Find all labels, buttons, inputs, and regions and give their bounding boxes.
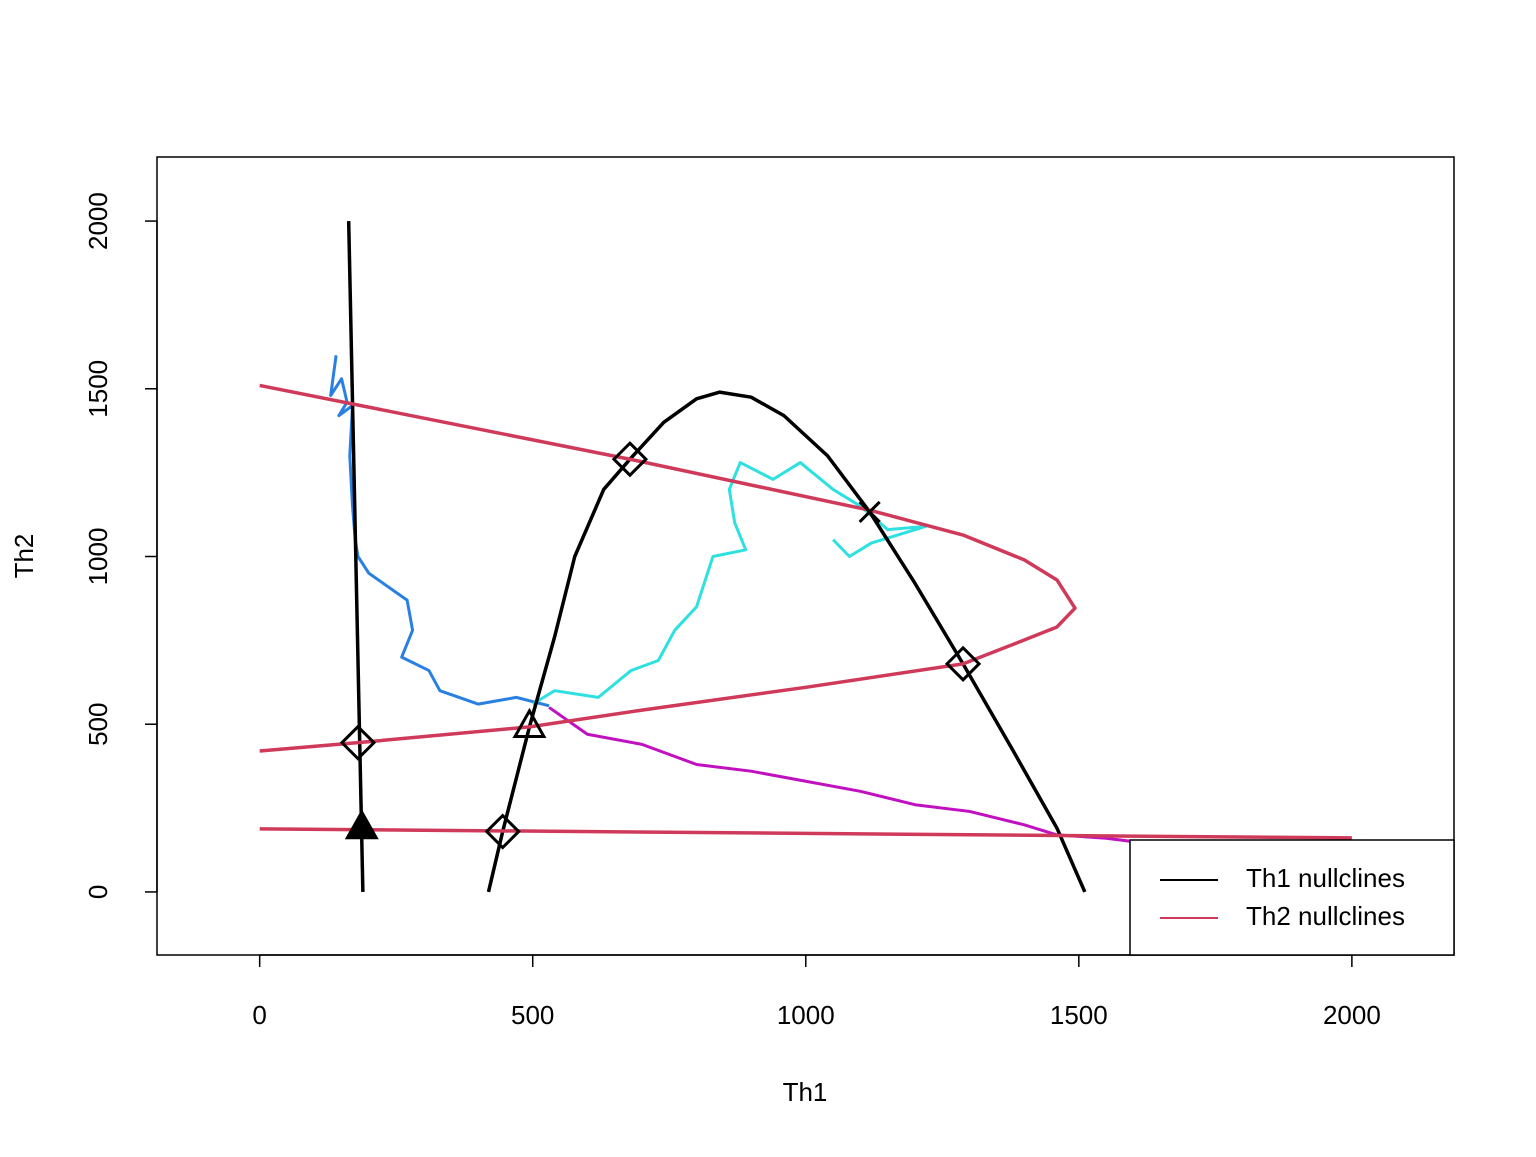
trajectory <box>548 706 1134 844</box>
x-tick-label: 1000 <box>777 1000 835 1030</box>
x-axis-label: Th1 <box>783 1077 828 1107</box>
trajectory <box>531 461 928 706</box>
nullcline <box>259 383 1077 753</box>
y-tick-label: 2000 <box>83 192 113 250</box>
legend-label: Th2 nullclines <box>1246 901 1405 931</box>
nullcline <box>346 221 365 892</box>
x-tick-label: 500 <box>511 1000 554 1030</box>
fixed-point <box>344 809 379 840</box>
nullcline <box>259 827 1352 840</box>
fixed-point <box>484 813 521 850</box>
x-tick-label: 2000 <box>1323 1000 1381 1030</box>
y-tick-label: 0 <box>83 885 113 899</box>
y-axis-label: Th2 <box>9 534 39 579</box>
fixed-point <box>611 441 649 478</box>
legend-label: Th1 nullclines <box>1246 863 1405 893</box>
legend-box <box>1129 839 1455 956</box>
y-tick-label: 1500 <box>83 360 113 418</box>
fixed-point <box>512 707 547 739</box>
plot-frame <box>156 156 1455 956</box>
y-tick-label: 500 <box>83 703 113 746</box>
fixed-point <box>858 500 881 523</box>
fixed-point <box>944 645 982 682</box>
y-tick-label: 1000 <box>83 528 113 586</box>
fixed-point <box>339 724 377 761</box>
x-tick-label: 1500 <box>1050 1000 1108 1030</box>
x-tick-label: 0 <box>252 1000 266 1030</box>
